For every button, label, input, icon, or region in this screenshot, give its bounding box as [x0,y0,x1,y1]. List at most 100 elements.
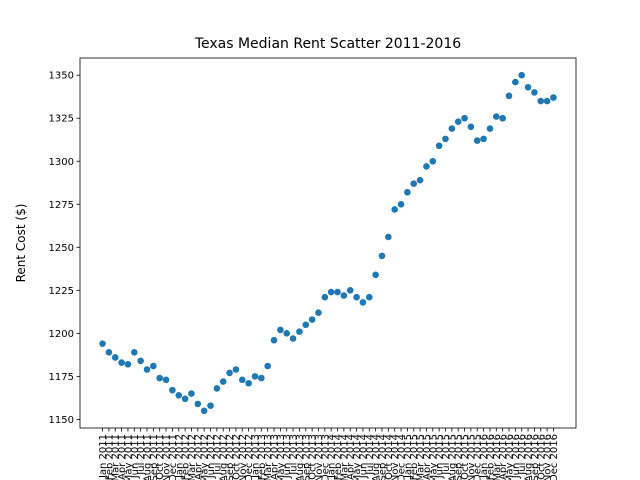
x-tick-label: May 2012 [200,434,211,480]
x-tick-label: Jun 2015 [435,434,446,479]
point [207,402,214,409]
point [327,288,335,296]
x-tick-label: Mar 2016 [492,434,503,480]
x-tick-label: Jan 2016 [479,434,490,479]
point [258,374,265,382]
x-tick-label: Aug 2013 [295,434,306,480]
point [194,400,202,408]
point [499,114,506,122]
x-tick-label: Feb 2012 [181,434,192,480]
y-tick-label: 1225 [49,286,74,297]
point [518,71,526,79]
point [334,288,341,296]
x-tick-label: Jan 2011 [98,434,109,479]
point [391,206,398,213]
x-tick-label: Apr 2014 [346,434,357,480]
x-tick-label: Apr 2016 [498,434,509,480]
point [524,83,532,91]
x-tick-label: Mar 2013 [263,434,274,480]
x-tick-label: Mar 2012 [187,434,198,480]
x-tick-label: Oct 2015 [460,434,471,480]
x-tick-label: Apr 2013 [270,434,281,480]
point [283,330,291,337]
x-tick-label: Jun 2011 [130,434,141,479]
point [397,200,405,208]
x-tick-label: May 2015 [428,434,439,480]
point [537,97,545,105]
x-tick-label: Jul 2014 [365,434,376,476]
point [372,271,379,279]
point [378,252,386,260]
point [410,180,418,187]
x-tick-label: Dec 2016 [549,434,560,480]
x-tick-label: May 2011 [123,434,134,480]
point [423,163,430,170]
point [156,374,164,382]
plot-frame [79,57,577,429]
x-tick-label: Oct 2012 [231,434,242,480]
x-tick-label: Dec 2015 [473,434,484,480]
x-tick-label: Feb 2014 [333,434,344,480]
x-tick-label: Sep 2016 [530,434,541,480]
chart-title: Texas Median Rent Scatter 2011-2016 [194,36,461,52]
x-tick-label: Jul 2012 [212,434,223,476]
x-tick-label: Nov 2011 [162,434,173,480]
point [435,142,443,150]
point [346,287,354,294]
point [315,309,322,316]
x-tick-label: Jul 2016 [517,434,528,476]
x-tick-label: Jul 2015 [441,434,452,476]
y-tick-label: 1250 [49,243,74,254]
point [448,125,456,132]
point [118,359,125,366]
point [213,385,221,392]
x-tick-label: Apr 2015 [422,434,433,480]
point [505,92,513,100]
x-tick-label: Mar 2014 [339,434,350,480]
x-tick-label: Dec 2012 [244,434,255,480]
point [442,135,449,143]
point [251,373,259,380]
point [340,292,348,299]
x-tick-label: Aug 2015 [447,434,458,480]
point [531,89,538,96]
point [454,118,462,125]
x-tick-label: Sep 2015 [454,434,465,480]
x-tick-label: May 2016 [504,434,515,480]
point [321,293,329,301]
x-tick-label: Jun 2016 [511,434,522,479]
x-tick-label: Aug 2014 [371,434,382,480]
x-tick-label: Feb 2016 [485,434,496,480]
point [480,135,487,143]
point [226,369,233,377]
x-tick-label: Feb 2011 [104,434,115,480]
point [416,176,424,184]
point [492,113,500,120]
y-tick-label: 1200 [49,329,74,340]
point [550,94,557,101]
x-tick-label: Oct 2013 [308,434,319,480]
point [461,114,468,122]
y-tick-label: 1275 [49,200,74,211]
y-axis-label: Rent Cost ($) [14,204,28,283]
point [289,335,297,342]
point [200,407,208,415]
point [137,357,144,365]
x-tick-label: Dec 2011 [168,434,179,480]
point [365,293,373,301]
point [302,321,310,329]
y-tick-label: 1350 [49,71,74,82]
x-tick-label: Apr 2011 [117,434,128,480]
point [543,97,551,105]
x-tick-label: Nov 2012 [238,434,249,480]
point [245,379,252,387]
x-tick-label: Feb 2015 [409,434,420,480]
x-tick-label: Jun 2013 [282,434,293,479]
point [404,188,411,196]
point [277,326,284,334]
x-tick-label: May 2013 [276,434,287,480]
x-tick-label: Sep 2012 [225,434,236,480]
x-tick-label: Aug 2012 [219,434,230,480]
point [188,390,195,397]
